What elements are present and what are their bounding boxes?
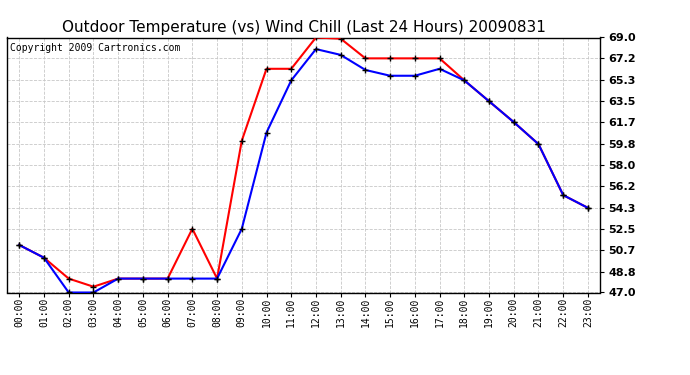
Text: Copyright 2009 Cartronics.com: Copyright 2009 Cartronics.com <box>10 43 180 52</box>
Title: Outdoor Temperature (vs) Wind Chill (Last 24 Hours) 20090831: Outdoor Temperature (vs) Wind Chill (Las… <box>61 20 546 35</box>
